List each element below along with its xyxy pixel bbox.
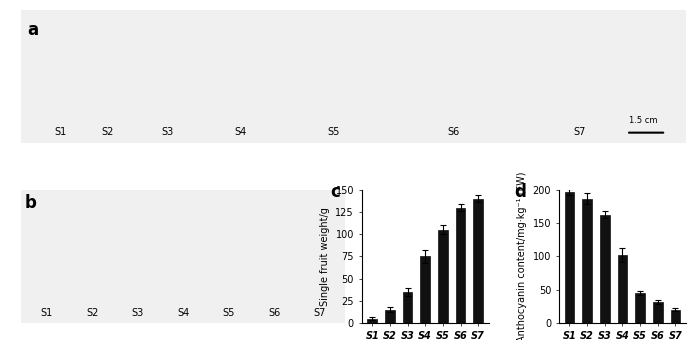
Text: S2: S2 — [102, 127, 113, 137]
Bar — [671, 310, 680, 323]
Bar — [635, 293, 645, 323]
Text: 1.5 cm: 1.5 cm — [629, 116, 657, 125]
Text: S3: S3 — [161, 127, 174, 137]
Bar — [456, 208, 466, 323]
Bar — [368, 319, 377, 323]
Bar — [565, 192, 574, 323]
Text: S2: S2 — [86, 308, 99, 318]
Y-axis label: Single fruit weight/g: Single fruit weight/g — [320, 207, 330, 306]
Bar — [385, 310, 395, 323]
Text: S1: S1 — [55, 127, 67, 137]
Bar — [421, 256, 430, 323]
Y-axis label: Anthocyanin content/mg·kg⁻¹ (FW): Anthocyanin content/mg·kg⁻¹ (FW) — [517, 171, 527, 340]
Text: S7: S7 — [314, 308, 326, 318]
Bar — [582, 199, 592, 323]
Text: S5: S5 — [223, 308, 234, 318]
Text: S7: S7 — [573, 127, 586, 137]
Text: S6: S6 — [268, 308, 280, 318]
Bar — [600, 215, 610, 323]
Text: S5: S5 — [328, 127, 340, 137]
Text: a: a — [28, 21, 38, 39]
Text: b: b — [25, 194, 36, 212]
Text: S3: S3 — [132, 308, 144, 318]
Text: S4: S4 — [177, 308, 189, 318]
Bar — [473, 199, 483, 323]
Bar — [402, 292, 412, 323]
Text: d: d — [514, 183, 526, 201]
Text: S1: S1 — [41, 308, 53, 318]
Text: S6: S6 — [447, 127, 459, 137]
Bar — [617, 255, 627, 323]
Bar — [438, 230, 448, 323]
Bar — [653, 302, 663, 323]
Text: S4: S4 — [234, 127, 246, 137]
Text: c: c — [330, 183, 340, 201]
